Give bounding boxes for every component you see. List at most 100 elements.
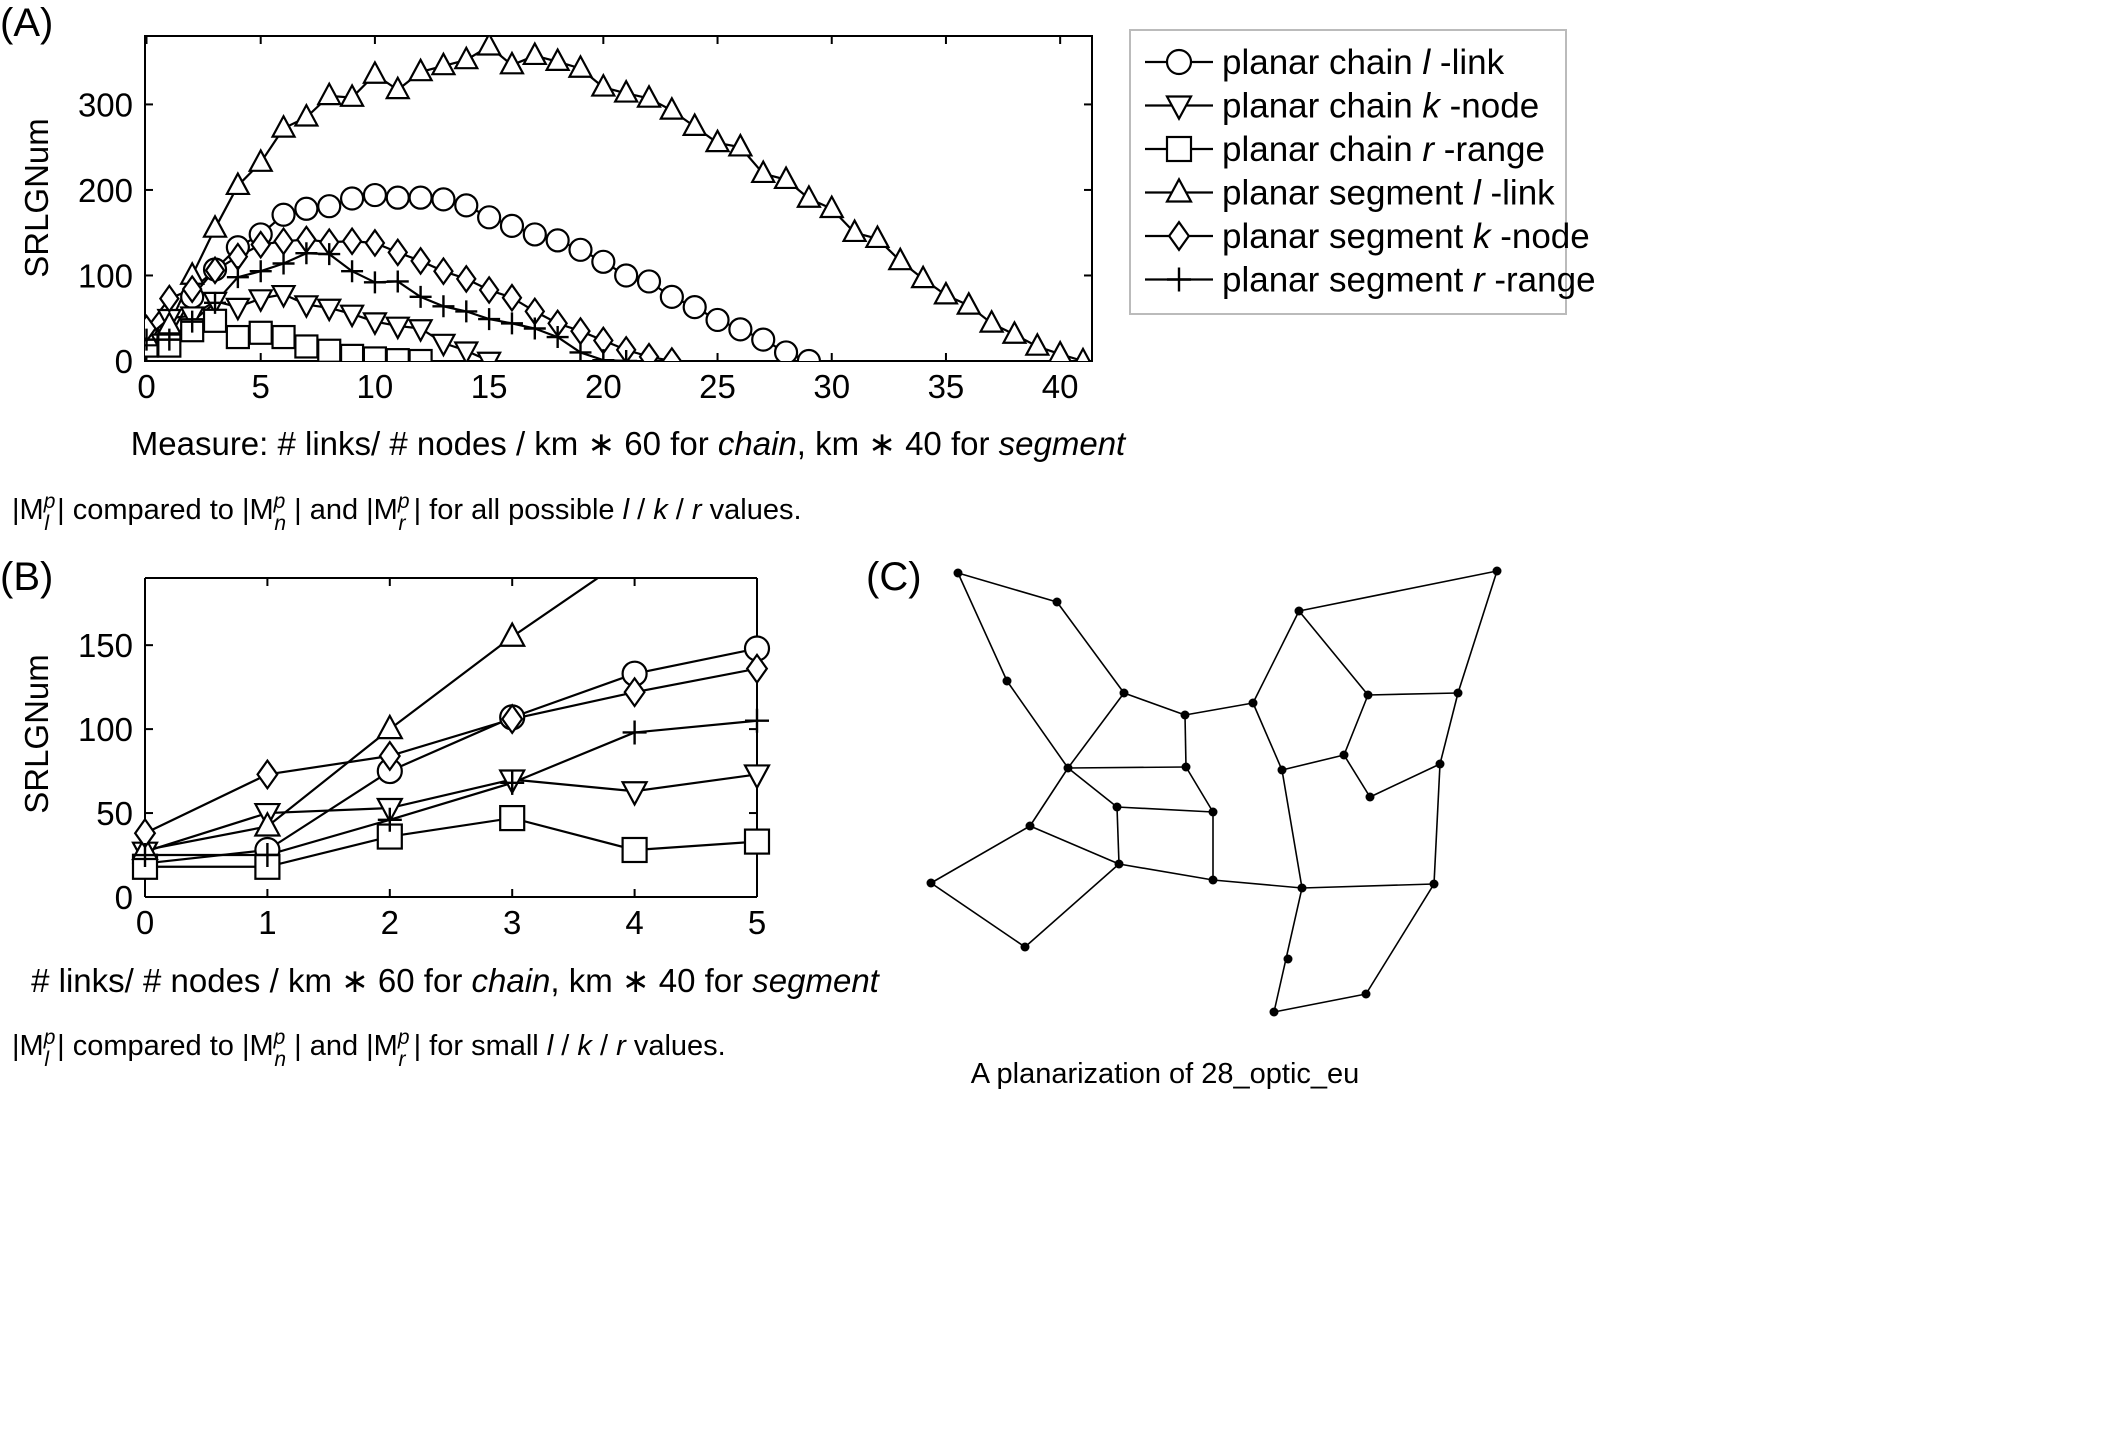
- point-triangle-up: [567, 54, 594, 78]
- point-circle: [705, 307, 730, 333]
- point-triangle-up: [476, 36, 502, 56]
- graph-edge: [1367, 692, 1459, 696]
- x-tick-label: 25: [699, 368, 736, 405]
- point-plus: [158, 328, 181, 351]
- panel-label-c: (C): [866, 555, 922, 599]
- point-plus: [432, 295, 455, 318]
- point-plus: [546, 326, 569, 349]
- point-triangle-down: [270, 284, 297, 309]
- point-plus: [272, 252, 295, 275]
- point-triangle-down: [620, 781, 649, 807]
- point-plus: [569, 341, 592, 361]
- point-triangle-up: [955, 290, 982, 315]
- point-triangle-up: [636, 84, 662, 108]
- point-diamond: [615, 335, 637, 361]
- legend-label: planar segment r -range: [1222, 261, 1596, 300]
- series-line-triangle-up: [145, 578, 600, 852]
- point-triangle-up: [796, 184, 822, 208]
- x-tick-label: 5: [252, 368, 270, 405]
- graph-edge: [930, 825, 1031, 884]
- point-triangle-down: [316, 298, 343, 323]
- x-tick-label: 10: [357, 368, 394, 405]
- point-triangle-up: [498, 621, 527, 647]
- point-triangle-up: [887, 246, 914, 271]
- point-plus: [318, 243, 341, 266]
- point-plus: [145, 328, 158, 351]
- legend-marker-plus: [1167, 267, 1191, 292]
- graph-node: [1208, 807, 1218, 817]
- chart-b-markers: [131, 621, 771, 880]
- x-tick-label: 0: [137, 368, 155, 405]
- y-tick-label: 150: [78, 627, 133, 664]
- point-plus: [500, 312, 523, 335]
- point-circle: [385, 185, 410, 210]
- caption-c: A planarization of 28_optic_eu: [971, 1058, 1360, 1090]
- point-diamond: [250, 230, 272, 260]
- point-plus: [500, 770, 525, 795]
- point-diamond: [478, 275, 500, 305]
- series-line-plus: [146, 252, 627, 361]
- graph-node: [1453, 688, 1463, 698]
- point-triangle-up: [613, 78, 640, 103]
- point-diamond: [387, 237, 409, 267]
- point-diamond: [570, 316, 591, 346]
- point-triangle-up: [384, 75, 411, 100]
- point-square: [339, 343, 365, 361]
- legend-marker-square: [1165, 135, 1193, 163]
- point-circle: [636, 269, 662, 294]
- point-diamond: [455, 264, 477, 294]
- point-plus: [255, 843, 280, 868]
- chart-a-legend: planar chain l -link planar chain k -node…: [1129, 29, 1596, 315]
- point-circle: [728, 317, 753, 342]
- graph-edge: [1252, 702, 1283, 771]
- point-triangle-up: [1075, 346, 1091, 361]
- x-tick-label: 1: [258, 904, 276, 941]
- point-triangle-up: [681, 112, 708, 137]
- point-triangle-down: [453, 341, 480, 361]
- graph-node: [1052, 597, 1062, 607]
- chart-b-series: [145, 578, 757, 868]
- graph-edge: [1281, 769, 1303, 889]
- point-circle: [454, 193, 479, 218]
- point-triangle-up: [978, 308, 1005, 333]
- graph-edge: [930, 882, 1026, 948]
- point-triangle-up: [910, 264, 936, 289]
- point-triangle-up: [225, 171, 251, 196]
- point-plus: [622, 720, 647, 745]
- x-tick-label: 35: [928, 368, 965, 405]
- point-triangle-down: [743, 764, 771, 790]
- chart-a-ylabel: SRLGNum: [18, 118, 55, 278]
- graph-node: [1294, 606, 1304, 616]
- point-circle: [591, 249, 616, 274]
- graph-node: [1297, 883, 1307, 893]
- point-square: [271, 324, 296, 350]
- legend-frame: [1129, 29, 1567, 315]
- graph-edge: [1433, 763, 1441, 885]
- point-plus: [745, 708, 769, 733]
- point-triangle-up: [316, 81, 343, 106]
- graph-edge: [1343, 694, 1369, 756]
- point-plus: [226, 266, 249, 289]
- point-triangle-up: [293, 102, 320, 127]
- point-triangle-up: [247, 148, 274, 172]
- legend-marker-triangle-down: [1165, 95, 1193, 122]
- graph-edge: [1212, 879, 1303, 889]
- point-triangle-up: [773, 165, 799, 190]
- point-square: [317, 338, 342, 361]
- point-plus: [615, 350, 638, 361]
- point-diamond: [378, 740, 401, 772]
- point-diamond: [158, 284, 180, 314]
- y-tick-label: 0: [115, 879, 133, 916]
- point-triangle-up: [704, 128, 731, 153]
- point-triangle-up: [864, 224, 891, 249]
- point-square: [408, 348, 433, 361]
- chart-a-xlabel: Measure: # links/ # nodes / km ∗ 60 for …: [131, 425, 1127, 462]
- graph-node: [1429, 879, 1439, 889]
- point-circle: [796, 348, 821, 361]
- point-circle: [271, 202, 296, 227]
- graph-edge: [1123, 692, 1186, 716]
- graph-node: [1435, 759, 1445, 769]
- graph-node: [1283, 954, 1293, 964]
